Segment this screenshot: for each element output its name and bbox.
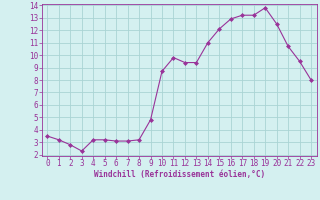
X-axis label: Windchill (Refroidissement éolien,°C): Windchill (Refroidissement éolien,°C)	[94, 170, 265, 179]
